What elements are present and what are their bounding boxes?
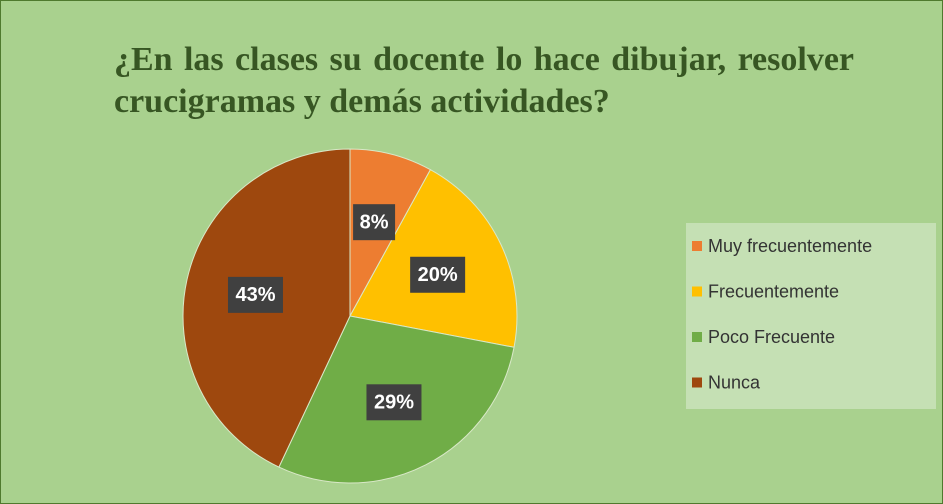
- legend-label: Poco Frecuente: [708, 327, 835, 347]
- legend-swatch: [692, 332, 702, 342]
- data-label: 8%: [360, 211, 389, 233]
- data-label-box: [410, 256, 466, 293]
- data-label: 29%: [374, 392, 414, 414]
- data-label-box: [366, 384, 422, 421]
- data-label: 43%: [235, 284, 275, 306]
- data-label: 20%: [418, 264, 458, 286]
- legend-swatch: [692, 286, 702, 297]
- legend-swatch: [692, 377, 702, 388]
- legend-label: Frecuentemente: [708, 281, 839, 301]
- data-label-box: [227, 276, 283, 313]
- legend-swatch: [692, 241, 702, 251]
- legend-box: [686, 223, 936, 409]
- data-label-box: [353, 204, 396, 241]
- legend-label: Nunca: [708, 372, 761, 392]
- legend-label: Muy frecuentemente: [708, 236, 872, 256]
- chart-title: ¿En las clases su docente lo hace dibuja…: [114, 41, 854, 120]
